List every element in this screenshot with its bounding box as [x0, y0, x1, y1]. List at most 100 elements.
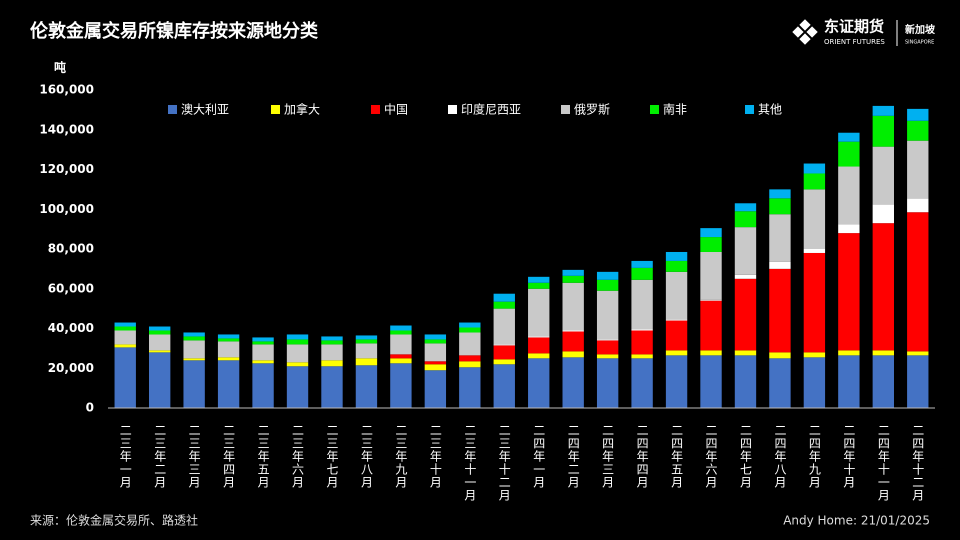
- bar-segment: [700, 237, 722, 252]
- bar-segment: [286, 366, 309, 408]
- bar-segment: [459, 332, 481, 356]
- x-tick-label: 二四年十一月: [876, 424, 890, 502]
- bar-segment: [596, 290, 619, 340]
- bar-segment: [252, 341, 274, 345]
- bar-segment: [528, 282, 550, 289]
- legend-swatch: [168, 105, 177, 114]
- x-tick-label: 二四年十二月: [911, 424, 925, 502]
- credit-note: Andy Home: 21/01/2025: [783, 514, 930, 528]
- bar-segment: [769, 268, 791, 353]
- bar-segment: [700, 251, 722, 300]
- bar-segment: [803, 163, 826, 174]
- bar-segment: [562, 282, 584, 331]
- y-tick-label: 0: [86, 401, 94, 415]
- y-axis-label: 吨: [54, 60, 66, 75]
- bar-segment: [459, 367, 481, 408]
- bar-segment: [286, 344, 309, 363]
- bar-segment: [734, 203, 757, 212]
- legend-swatch: [745, 105, 754, 114]
- bar-segment: [493, 301, 515, 309]
- x-tick-label: 二三年三月: [187, 424, 201, 489]
- x-tick-label: 二三年一月: [118, 424, 132, 489]
- bar-segment: [459, 327, 481, 333]
- bar-segment: [803, 352, 826, 358]
- bar-segment: [528, 288, 550, 337]
- logo-icon: [792, 19, 818, 45]
- bar-segment: [734, 211, 757, 228]
- bar-segment: [631, 329, 653, 331]
- bar-segment: [803, 189, 826, 249]
- bar-segment: [769, 261, 791, 269]
- x-tick-label: 二三年十二月: [497, 424, 511, 502]
- bar-segment: [665, 260, 688, 272]
- legend-swatch: [371, 105, 380, 114]
- y-tick-label: 100,000: [39, 202, 94, 216]
- bar-segment: [562, 275, 584, 283]
- bar-segment: [355, 358, 378, 366]
- bar-segment: [872, 355, 894, 408]
- x-tick-label: 二三年十月: [428, 424, 442, 489]
- bar-segment: [149, 350, 171, 353]
- bar-segment: [700, 299, 722, 301]
- x-tick-label: 二三年八月: [359, 424, 373, 489]
- bar-segment: [528, 337, 550, 354]
- x-tick-label: 二三年九月: [394, 424, 408, 489]
- bar-segment: [183, 332, 205, 337]
- bar-segment: [114, 326, 136, 331]
- bar-segment: [390, 363, 412, 408]
- bar-segment: [493, 308, 515, 345]
- bar-segment: [528, 336, 550, 338]
- bar-segment: [424, 361, 447, 365]
- x-tick-label: 二三年十一月: [463, 424, 477, 502]
- bar-segment: [390, 330, 412, 335]
- bar-segment: [665, 355, 688, 408]
- legend-label: 南非: [663, 102, 687, 117]
- bar-segment: [217, 341, 240, 358]
- bar-segment: [286, 339, 309, 345]
- bar-segment: [390, 334, 412, 355]
- bar-segment: [631, 279, 653, 330]
- bar-segment: [734, 274, 757, 279]
- bar-segment: [321, 360, 343, 367]
- bar-segment: [907, 108, 929, 121]
- bar-segment: [424, 339, 447, 344]
- bar-segment: [217, 334, 240, 339]
- chart-title: 伦敦金属交易所镍库存按来源地分类: [30, 20, 319, 42]
- bar-segment: [355, 335, 378, 340]
- bar-segment: [769, 358, 791, 408]
- bar-segment: [355, 365, 378, 408]
- bar-segment: [459, 355, 481, 362]
- bar-segment: [528, 358, 550, 408]
- bar-segment: [562, 269, 584, 276]
- x-tick-label: 二三年二月: [153, 424, 167, 489]
- bar-segment: [424, 370, 447, 408]
- bar-segment: [424, 343, 447, 362]
- bar-segment: [596, 271, 619, 280]
- bar-segment: [390, 325, 412, 331]
- bar-segment: [665, 350, 688, 356]
- bar-segment: [114, 322, 136, 327]
- legend-label: 中国: [384, 102, 408, 117]
- bar-segment: [355, 339, 378, 344]
- bar-segment: [838, 350, 860, 356]
- bar-segment: [596, 339, 619, 341]
- x-tick-label: 二四年六月: [704, 424, 718, 489]
- bar-segment: [700, 355, 722, 408]
- bar-segment: [390, 358, 412, 364]
- x-tick-label: 二三年六月: [291, 424, 305, 489]
- bar-segment: [528, 276, 550, 283]
- bar-segment: [562, 330, 584, 332]
- x-tick-label: 二四年八月: [773, 424, 787, 489]
- x-tick-label: 二四年五月: [670, 424, 684, 489]
- bar-segment: [183, 360, 205, 408]
- bar-segment: [493, 359, 515, 365]
- legend-swatch: [561, 105, 570, 114]
- bar-segment: [562, 351, 584, 358]
- bar-segment: [838, 141, 860, 167]
- bar-segment: [769, 198, 791, 215]
- bar-segment: [321, 340, 343, 345]
- bar-segment: [631, 354, 653, 359]
- logo-name: 东证期货: [824, 18, 884, 36]
